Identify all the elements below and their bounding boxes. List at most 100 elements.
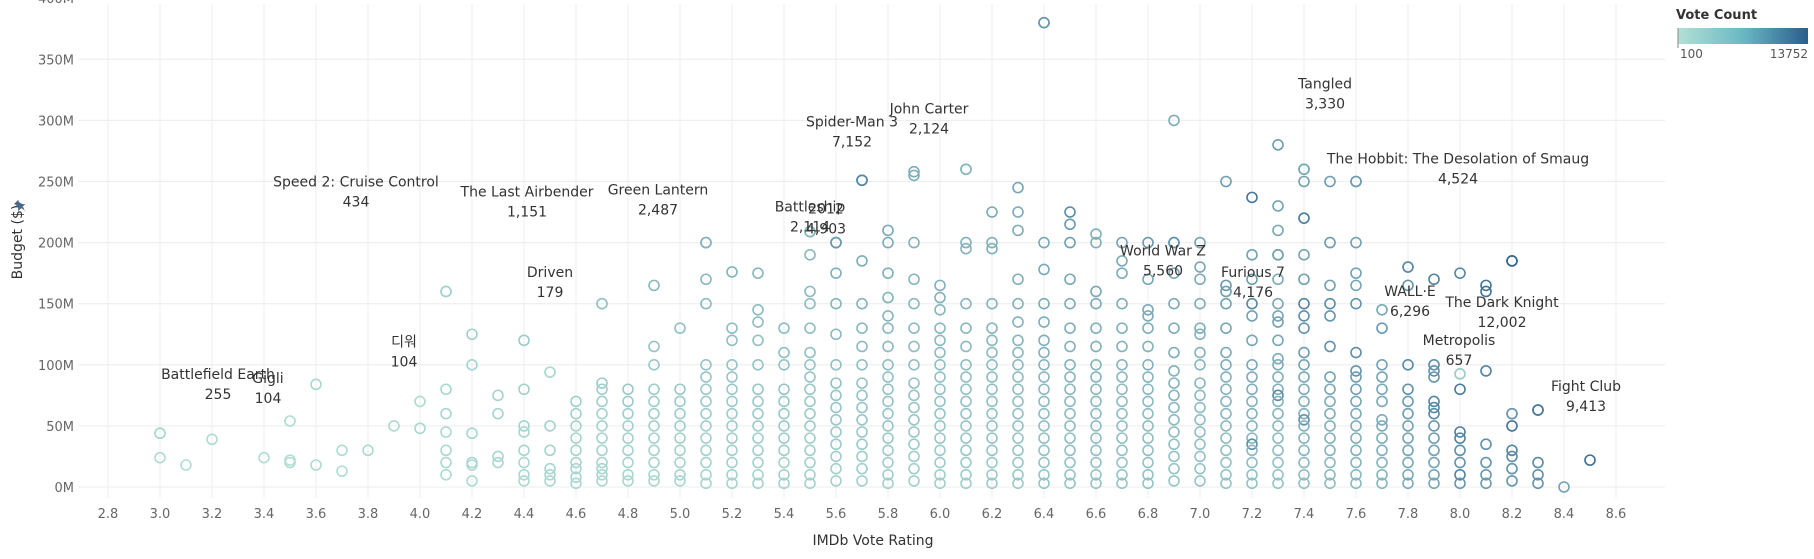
data-point[interactable] bbox=[1012, 456, 1024, 469]
data-point[interactable] bbox=[1558, 481, 1570, 493]
data-point[interactable] bbox=[1324, 395, 1336, 408]
data-point[interactable] bbox=[1246, 371, 1258, 383]
data-point[interactable] bbox=[1064, 456, 1076, 469]
data-point[interactable] bbox=[1376, 383, 1388, 396]
data-point[interactable] bbox=[1116, 371, 1128, 383]
labeled-data-point[interactable] bbox=[1272, 249, 1284, 261]
data-point[interactable] bbox=[1246, 407, 1258, 420]
data-point[interactable] bbox=[388, 420, 400, 432]
data-point[interactable] bbox=[518, 468, 530, 481]
data-point[interactable] bbox=[1272, 358, 1284, 371]
data-point[interactable] bbox=[1194, 401, 1206, 414]
data-point[interactable] bbox=[1480, 468, 1492, 481]
data-point[interactable] bbox=[1350, 444, 1362, 457]
data-point[interactable] bbox=[778, 468, 790, 481]
data-point[interactable] bbox=[674, 456, 686, 469]
data-point[interactable] bbox=[1298, 407, 1310, 420]
data-point[interactable] bbox=[1220, 371, 1232, 383]
data-point[interactable] bbox=[1350, 395, 1362, 408]
data-point[interactable] bbox=[960, 468, 972, 481]
data-point[interactable] bbox=[1532, 468, 1544, 481]
data-point[interactable] bbox=[570, 477, 582, 490]
data-point[interactable] bbox=[934, 407, 946, 420]
data-point[interactable] bbox=[492, 407, 504, 420]
data-point[interactable] bbox=[1506, 407, 1518, 420]
data-point[interactable] bbox=[960, 322, 972, 334]
data-point[interactable] bbox=[1116, 236, 1128, 249]
data-point[interactable] bbox=[1064, 468, 1076, 481]
data-point[interactable] bbox=[1012, 181, 1024, 194]
data-point[interactable] bbox=[1116, 444, 1128, 457]
data-point[interactable] bbox=[1038, 456, 1050, 469]
data-point[interactable] bbox=[1168, 401, 1180, 414]
data-point[interactable] bbox=[570, 395, 582, 408]
data-point[interactable] bbox=[830, 267, 842, 279]
data-point[interactable] bbox=[544, 444, 556, 457]
data-point[interactable] bbox=[726, 420, 738, 432]
data-point[interactable] bbox=[310, 459, 322, 471]
data-point[interactable] bbox=[1194, 377, 1206, 389]
data-point[interactable] bbox=[908, 165, 920, 178]
data-point[interactable] bbox=[1090, 395, 1102, 408]
data-point[interactable] bbox=[1090, 420, 1102, 432]
data-point[interactable] bbox=[648, 456, 660, 469]
data-point[interactable] bbox=[1064, 206, 1076, 218]
data-point[interactable] bbox=[1350, 346, 1362, 359]
data-point[interactable] bbox=[830, 462, 842, 475]
data-point[interactable] bbox=[648, 395, 660, 408]
data-point[interactable] bbox=[1012, 297, 1024, 310]
data-point[interactable] bbox=[700, 432, 712, 444]
data-point[interactable] bbox=[1194, 462, 1206, 475]
data-point[interactable] bbox=[1402, 477, 1414, 490]
data-point[interactable] bbox=[804, 420, 816, 432]
data-point[interactable] bbox=[882, 407, 894, 420]
data-point[interactable] bbox=[1064, 236, 1076, 249]
data-point[interactable] bbox=[1012, 224, 1024, 237]
data-point[interactable] bbox=[804, 395, 816, 408]
data-point[interactable] bbox=[752, 407, 764, 420]
data-point[interactable] bbox=[622, 468, 634, 481]
data-point[interactable] bbox=[960, 444, 972, 457]
data-point[interactable] bbox=[1012, 395, 1024, 408]
labeled-data-point[interactable] bbox=[830, 236, 842, 249]
data-point[interactable] bbox=[414, 422, 426, 435]
data-point[interactable] bbox=[960, 340, 972, 353]
data-point[interactable] bbox=[856, 297, 868, 310]
data-point[interactable] bbox=[1142, 358, 1154, 371]
data-point[interactable] bbox=[1428, 420, 1440, 432]
data-point[interactable] bbox=[934, 444, 946, 457]
data-point[interactable] bbox=[1324, 468, 1336, 481]
data-point[interactable] bbox=[596, 395, 608, 408]
data-point[interactable] bbox=[1246, 273, 1258, 286]
data-point[interactable] bbox=[1428, 395, 1440, 408]
data-point[interactable] bbox=[1064, 444, 1076, 457]
data-point[interactable] bbox=[1090, 297, 1102, 310]
data-point[interactable] bbox=[908, 401, 920, 414]
labeled-data-point[interactable] bbox=[960, 163, 972, 176]
data-point[interactable] bbox=[1090, 322, 1102, 334]
data-point[interactable] bbox=[1116, 395, 1128, 408]
data-point[interactable] bbox=[1090, 340, 1102, 353]
data-point[interactable] bbox=[1116, 432, 1128, 444]
data-point[interactable] bbox=[960, 371, 972, 383]
data-point[interactable] bbox=[1402, 420, 1414, 432]
data-point[interactable] bbox=[856, 322, 868, 334]
data-point[interactable] bbox=[1272, 297, 1284, 310]
data-point[interactable] bbox=[570, 432, 582, 444]
data-point[interactable] bbox=[1402, 279, 1414, 292]
data-point[interactable] bbox=[700, 420, 712, 432]
data-point[interactable] bbox=[1402, 395, 1414, 408]
data-point[interactable] bbox=[1272, 139, 1284, 151]
data-point[interactable] bbox=[804, 432, 816, 444]
data-point[interactable] bbox=[960, 383, 972, 396]
data-point[interactable] bbox=[934, 334, 946, 347]
data-point[interactable] bbox=[596, 475, 608, 487]
data-point[interactable] bbox=[466, 328, 478, 341]
data-point[interactable] bbox=[908, 340, 920, 353]
data-point[interactable] bbox=[1142, 383, 1154, 396]
data-point[interactable] bbox=[1376, 420, 1388, 432]
data-point[interactable] bbox=[1272, 200, 1284, 212]
data-point[interactable] bbox=[700, 444, 712, 457]
data-point[interactable] bbox=[986, 477, 998, 490]
data-point[interactable] bbox=[1272, 420, 1284, 432]
